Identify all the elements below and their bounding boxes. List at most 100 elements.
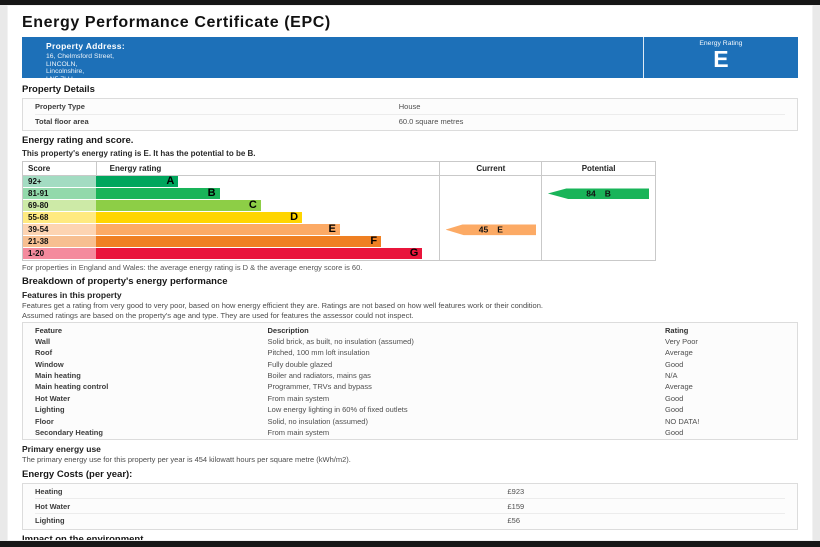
feature-rating: Good xyxy=(665,427,684,437)
feature-header: Feature xyxy=(35,325,63,335)
features-table-header: Feature Description Rating xyxy=(35,324,785,335)
cost-value: £923 xyxy=(507,486,525,496)
energy-cost-row: Heating £923 xyxy=(35,485,785,500)
band-bar-cell: B xyxy=(95,186,440,199)
average-rating-footnote: For properties in England and Wales: the… xyxy=(22,262,363,272)
band-bar: G xyxy=(95,247,423,259)
feature-rating: Good xyxy=(665,393,684,403)
feature-row: Floor Solid, no insulation (assumed) NO … xyxy=(35,415,785,426)
cost-label: Heating xyxy=(35,486,63,496)
detail-label: Property Type xyxy=(35,102,85,112)
feature-row: Main heating control Programmer, TRVs an… xyxy=(35,381,785,392)
band-letter: B xyxy=(207,186,216,199)
potential-rating-arrow: 84 B xyxy=(547,188,650,200)
feature-rating: N/A xyxy=(665,371,678,381)
energy-cost-row: Hot Water £159 xyxy=(35,499,785,515)
viewer-top-bar xyxy=(0,0,820,5)
feature-description: Fully double glazed xyxy=(267,359,333,369)
band-bar: A xyxy=(95,174,179,187)
features-rows: Wall Solid brick, as built, no insulatio… xyxy=(35,336,785,438)
score-column-header: Score xyxy=(28,163,51,173)
feature-row: Hot Water From main system Good xyxy=(35,393,785,404)
rating-bands: 92+ A 81-91 B xyxy=(23,174,440,260)
energy-costs-table: Heating £923 Hot Water £159 Lighting £56 xyxy=(22,482,798,530)
cost-label: Hot Water xyxy=(35,501,71,511)
rating-band-row: 92+ A xyxy=(23,174,440,188)
band-score-range: 21-38 xyxy=(23,235,96,247)
band-bar: B xyxy=(95,186,220,199)
energy-rating-column-header: Energy rating xyxy=(95,161,440,175)
certificate-page: Energy Performance Certificate (EPC) Pro… xyxy=(7,5,813,541)
primary-energy-heading: Primary energy use xyxy=(22,444,101,455)
property-address-banner: Property Address: 16, Chelmsford Street,… xyxy=(22,37,798,83)
address-line: Lincolnshire, xyxy=(46,68,85,76)
address-line: LINCOLN, xyxy=(46,60,78,68)
feature-description: Solid, no insulation (assumed) xyxy=(267,416,368,426)
band-bar-cell: A xyxy=(95,174,440,187)
feature-rating: Very Poor xyxy=(665,336,698,346)
feature-name: Window xyxy=(35,359,64,369)
detail-label: Total floor area xyxy=(35,117,89,127)
band-score-range: 69-80 xyxy=(23,199,96,211)
environment-heading: Impact on the environment xyxy=(22,533,144,541)
band-score-range: 1-20 xyxy=(23,247,96,259)
feature-name: Hot Water xyxy=(35,393,71,403)
feature-name: Roof xyxy=(35,348,53,358)
address-line: LN5 7LU xyxy=(46,75,73,83)
features-paragraph-1: Features get a rating from very good to … xyxy=(22,300,543,310)
property-details-row: Property Type House xyxy=(35,100,785,115)
band-score-range: 81-91 xyxy=(23,187,96,199)
rating-band-row: 81-91 B xyxy=(23,186,440,200)
cost-value: £56 xyxy=(507,516,521,526)
detail-value: 60.0 square metres xyxy=(398,117,464,127)
detail-value: House xyxy=(398,102,421,112)
feature-name: Main heating control xyxy=(35,382,109,392)
chart-body: 92+ A 81-91 B xyxy=(23,174,655,260)
feature-description: Programmer, TRVs and bypass xyxy=(267,382,372,392)
feature-row: Wall Solid brick, as built, no insulatio… xyxy=(35,336,785,347)
primary-energy-text: The primary energy use for this property… xyxy=(22,455,351,465)
rating-band-row: 69-80 C xyxy=(23,199,440,212)
band-bar: F xyxy=(95,235,382,247)
feature-rating: Average xyxy=(665,382,693,392)
rating-header: Rating xyxy=(665,325,689,335)
rating-band-row: 21-38 F xyxy=(23,235,440,248)
energy-rating-heading: Energy rating and score. xyxy=(22,134,134,146)
features-table: Feature Description Rating Wall Solid br… xyxy=(22,322,798,441)
cost-value: £159 xyxy=(507,501,525,511)
feature-row: Lighting Low energy lighting in 60% of f… xyxy=(35,404,785,415)
band-bar: D xyxy=(95,211,303,223)
address-lines: 16, Chelmsford Street, LINCOLN, Lincolnshi… xyxy=(46,53,643,83)
feature-description: Pitched, 100 mm loft insulation xyxy=(267,348,370,358)
rating-band-row: 39-54 E xyxy=(23,223,440,236)
property-details-table: Property Type House Total floor area 60.… xyxy=(22,98,798,131)
feature-description: Solid brick, as built, no insulation (as… xyxy=(267,336,414,346)
feature-description: Low energy lighting in 60% of fixed outl… xyxy=(267,405,408,415)
band-bar-cell: F xyxy=(95,235,440,247)
feature-rating: Good xyxy=(665,405,684,415)
feature-row: Roof Pitched, 100 mm loft insulation Ave… xyxy=(35,347,785,358)
feature-name: Wall xyxy=(35,336,51,346)
current-letter: E xyxy=(497,224,503,235)
feature-name: Floor xyxy=(35,416,54,426)
page-title: Energy Performance Certificate (EPC) xyxy=(22,14,331,31)
energy-cost-row: Lighting £56 xyxy=(35,514,785,528)
energy-rating-block: Energy Rating E xyxy=(642,37,798,78)
property-details-heading: Property Details xyxy=(22,84,95,95)
feature-row: Main heating Boiler and radiators, mains… xyxy=(35,370,785,381)
band-bar-cell: D xyxy=(95,211,440,223)
feature-rating: Good xyxy=(665,359,684,369)
rating-band-row: 1-20 G xyxy=(23,247,440,260)
current-column-header: Current xyxy=(439,161,541,175)
address-line: 16, Chelmsford Street, xyxy=(46,53,114,60)
cost-label: Lighting xyxy=(35,516,65,526)
feature-row: Window Fully double glazed Good xyxy=(35,359,785,370)
potential-letter: B xyxy=(604,188,611,199)
feature-row: Secondary Heating From main system Good xyxy=(35,427,785,438)
band-bar: C xyxy=(95,199,261,211)
band-score-range: 39-54 xyxy=(23,223,96,235)
energy-rating-summary: This property's energy rating is E. It h… xyxy=(22,148,256,158)
band-letter: A xyxy=(166,174,175,187)
energy-rating-label: Energy Rating xyxy=(699,40,743,47)
property-details-row: Total floor area 60.0 square metres xyxy=(35,115,785,129)
